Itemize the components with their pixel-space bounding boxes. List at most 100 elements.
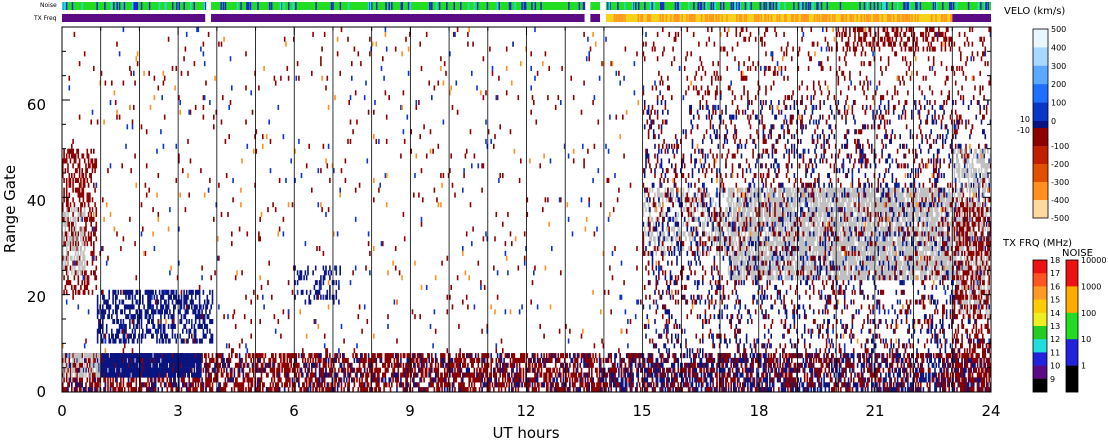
data-cell xyxy=(342,357,344,363)
data-cell xyxy=(838,367,841,373)
data-cell xyxy=(170,314,172,320)
data-cell xyxy=(112,309,114,315)
data-cell xyxy=(273,372,276,378)
data-cell xyxy=(107,387,109,393)
data-cell xyxy=(210,377,212,383)
data-cell xyxy=(180,294,183,300)
data-cell xyxy=(841,367,843,373)
data-cell xyxy=(242,362,245,368)
data-cell xyxy=(531,353,534,359)
strip-fleck xyxy=(718,14,720,22)
data-cell xyxy=(667,377,669,383)
data-cell xyxy=(287,362,290,368)
data-cell xyxy=(192,362,194,368)
data-cell xyxy=(504,362,507,368)
data-cell xyxy=(90,236,92,242)
data-cell xyxy=(356,357,358,363)
data-cell xyxy=(811,353,814,359)
data-cell xyxy=(120,372,122,378)
data-cell xyxy=(69,353,72,359)
data-cell xyxy=(389,387,392,393)
data-cell xyxy=(163,328,166,334)
data-cell xyxy=(593,387,596,393)
data-cell xyxy=(738,357,740,363)
data-cell xyxy=(674,387,677,393)
strip-fleck xyxy=(903,2,905,10)
data-cell xyxy=(579,382,581,388)
data-cell xyxy=(747,367,749,373)
data-cell xyxy=(122,338,125,344)
data-cell xyxy=(338,284,340,290)
data-cell xyxy=(423,362,425,368)
data-cell xyxy=(170,357,172,363)
data-cell xyxy=(338,357,340,363)
data-cell xyxy=(557,353,560,359)
strip-fleck xyxy=(635,2,637,10)
data-cell xyxy=(333,280,335,286)
data-cell xyxy=(86,153,89,159)
data-cell xyxy=(193,333,196,339)
data-cell xyxy=(629,367,632,373)
data-cell xyxy=(64,226,67,232)
data-cell xyxy=(382,372,384,378)
data-cell xyxy=(96,357,99,363)
strip-fleck xyxy=(948,2,951,10)
data-cell xyxy=(587,382,589,388)
data-cell xyxy=(90,382,92,388)
data-cell xyxy=(895,367,898,373)
data-cell xyxy=(96,372,99,378)
data-cell xyxy=(523,353,526,359)
data-cell xyxy=(704,387,707,393)
data-cell xyxy=(72,236,74,242)
data-cell xyxy=(272,367,274,373)
strip-fleck xyxy=(665,14,668,22)
data-cell xyxy=(951,382,953,388)
data-cell xyxy=(443,353,446,359)
strip-fleck xyxy=(911,14,913,22)
data-cell xyxy=(707,372,709,378)
data-cell xyxy=(601,377,603,383)
data-cell xyxy=(236,377,238,383)
data-cell xyxy=(483,353,486,359)
data-cell xyxy=(247,387,250,393)
data-cell xyxy=(917,387,920,393)
data-cell xyxy=(245,353,247,359)
strip-segment xyxy=(62,14,206,22)
data-cell xyxy=(167,338,170,344)
data-cell xyxy=(474,353,477,359)
data-cell xyxy=(74,216,77,222)
data-cell xyxy=(311,372,313,378)
data-cell xyxy=(162,304,165,310)
data-cell xyxy=(558,387,561,393)
data-cell xyxy=(890,387,892,393)
data-cell xyxy=(218,362,220,368)
data-cell xyxy=(478,367,481,373)
strip-fleck xyxy=(785,14,787,22)
data-cell xyxy=(575,387,578,393)
data-cell xyxy=(148,304,150,310)
data-cell xyxy=(837,377,840,383)
data-cell xyxy=(396,387,398,393)
data-cell xyxy=(135,367,138,373)
data-cell xyxy=(847,377,850,383)
data-cell xyxy=(598,377,601,383)
data-cell xyxy=(189,382,192,388)
data-cell xyxy=(320,284,322,290)
data-cell xyxy=(147,304,149,310)
data-cell xyxy=(89,362,91,368)
data-cell xyxy=(578,353,580,359)
data-cell xyxy=(572,362,575,368)
data-cell xyxy=(63,236,65,242)
data-cell xyxy=(200,372,202,378)
data-cell xyxy=(345,377,348,383)
data-cell xyxy=(143,362,145,368)
data-cell xyxy=(551,372,553,378)
data-cell xyxy=(83,182,86,188)
data-cell xyxy=(742,353,744,359)
data-cell xyxy=(522,367,525,373)
data-cell xyxy=(563,357,566,363)
data-cell xyxy=(286,353,289,359)
data-cell xyxy=(165,333,167,339)
data-cell xyxy=(139,309,141,315)
data-cell xyxy=(410,372,412,378)
